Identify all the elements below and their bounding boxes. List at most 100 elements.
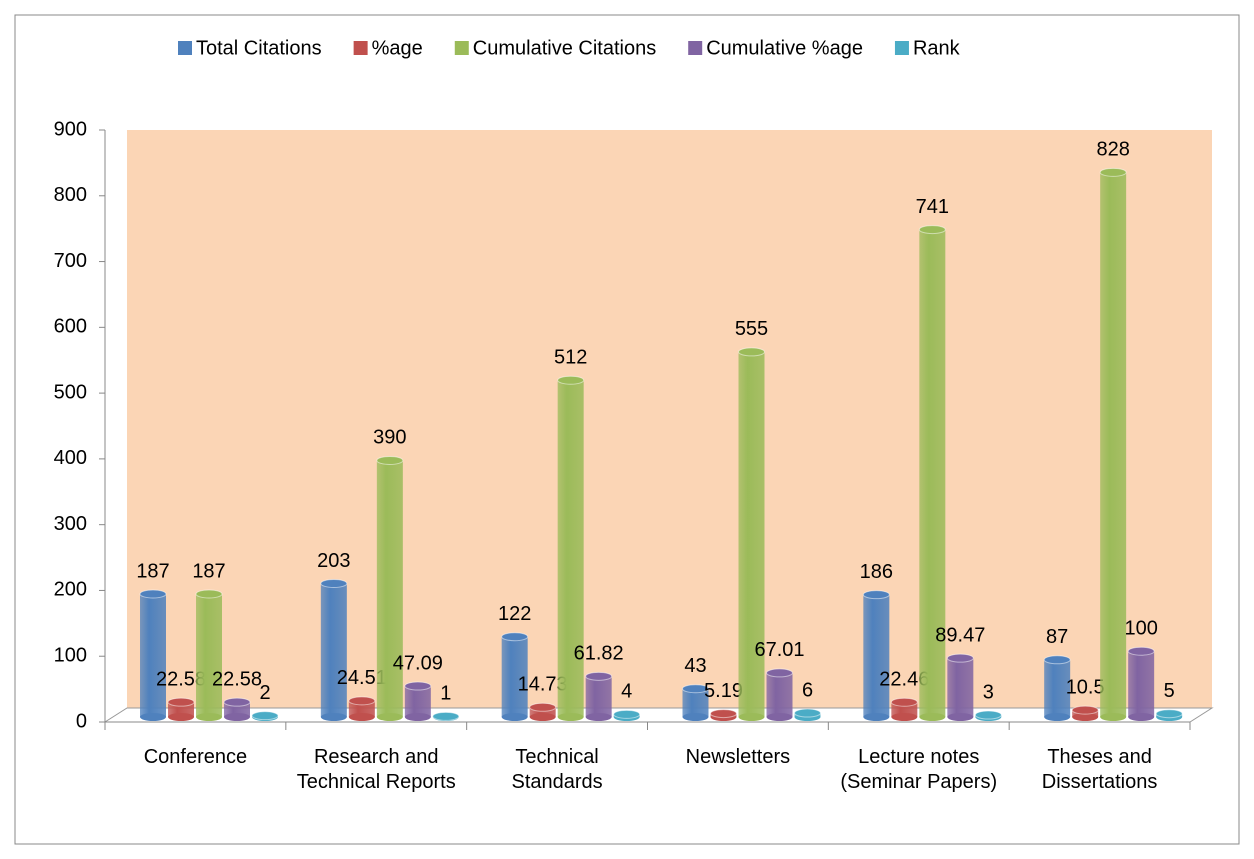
data-label: 555: [735, 318, 768, 340]
data-label: 512: [554, 346, 587, 368]
data-label: 122: [498, 603, 531, 625]
bar-body: [529, 707, 556, 717]
bar: [918, 225, 946, 721]
data-label: 6: [802, 679, 813, 701]
bar-top: [223, 697, 251, 707]
bar-body: [863, 594, 890, 717]
bar: [320, 578, 348, 721]
bar-top: [613, 709, 641, 719]
bar-top: [974, 710, 1002, 720]
bar-top: [432, 711, 460, 721]
bar-top: [946, 653, 974, 663]
bar-top: [738, 347, 765, 357]
data-label: 22.58: [212, 668, 262, 690]
bar-top: [139, 589, 167, 599]
bar-body: [738, 351, 765, 717]
bar: [766, 668, 793, 721]
bar-body: [766, 672, 793, 717]
data-label: 10.5: [1066, 676, 1105, 698]
legend-label: Cumulative Citations: [473, 37, 656, 59]
y-tick-label: 0: [76, 710, 87, 732]
bar: [557, 375, 585, 721]
legend-swatch: [353, 41, 368, 55]
data-label: 4: [621, 681, 632, 703]
bar: [1127, 646, 1155, 721]
bar-top: [1071, 705, 1099, 715]
bar-body: [404, 686, 431, 717]
bar-top: [794, 708, 821, 718]
bar-top: [918, 225, 946, 235]
bar-body: [585, 676, 612, 717]
y-tick-label: 500: [54, 381, 87, 403]
bar-top: [404, 681, 432, 691]
y-tick-label: 600: [54, 316, 87, 338]
bar: [862, 590, 890, 721]
bar: [890, 697, 918, 721]
bar: [376, 455, 404, 721]
data-label: 61.82: [574, 643, 624, 665]
bar: [251, 711, 279, 721]
x-tick-label: Theses and Dissertations: [1041, 746, 1158, 793]
bar: [529, 702, 557, 721]
bar-top: [557, 375, 585, 385]
bar-top: [320, 578, 348, 588]
legend-label: %age: [372, 37, 423, 59]
bar: [946, 653, 974, 721]
legend-label: Total Citations: [196, 37, 322, 59]
bar: [501, 632, 529, 721]
data-label: 87: [1046, 626, 1068, 648]
legend-swatch: [688, 41, 703, 55]
x-tick-label: Technical Standards: [511, 746, 603, 793]
bar-top: [682, 684, 709, 694]
bar-body: [140, 593, 166, 717]
bar-top: [195, 589, 223, 599]
bar-top: [1155, 709, 1183, 719]
data-label: 24.51: [337, 667, 387, 689]
bar-body: [501, 636, 528, 717]
bar-top: [1127, 646, 1155, 656]
bar-body: [1100, 172, 1127, 718]
bar-top: [501, 632, 529, 642]
bar: [738, 347, 765, 721]
bar: [139, 589, 167, 721]
bar: [223, 697, 251, 721]
data-label: 203: [317, 550, 350, 572]
data-label: 187: [192, 560, 225, 582]
bar-top: [376, 455, 404, 465]
data-label: 5.19: [704, 680, 743, 702]
data-label: 390: [373, 427, 406, 449]
data-label: 14.73: [518, 674, 568, 696]
legend-label: Cumulative %age: [706, 37, 863, 59]
bar-body: [320, 583, 347, 717]
legend-swatch: [454, 41, 469, 55]
bar-body: [348, 700, 375, 717]
data-label: 47.09: [393, 652, 443, 674]
data-label: 3: [983, 681, 994, 703]
data-label: 67.01: [754, 639, 804, 661]
y-tick-label: 800: [54, 184, 87, 206]
data-label: 1: [440, 683, 451, 705]
y-tick-label: 200: [54, 579, 87, 601]
bar-top: [1099, 167, 1127, 177]
bar-body: [1044, 659, 1071, 717]
bar-top: [1043, 655, 1071, 665]
bar: [1043, 655, 1071, 721]
y-tick-label: 700: [54, 250, 87, 272]
data-label: 22.58: [156, 668, 206, 690]
bar: [348, 696, 376, 721]
bar-body: [919, 229, 946, 717]
bar: [167, 697, 195, 721]
bar: [710, 709, 737, 721]
bar: [1099, 167, 1127, 721]
bar: [404, 681, 432, 721]
bar-top: [529, 702, 557, 712]
x-tick-label: Conference: [143, 746, 248, 768]
bar-top: [766, 668, 793, 678]
data-label: 2: [259, 682, 270, 704]
data-label: 100: [1124, 618, 1157, 640]
data-label: 89.47: [935, 624, 985, 646]
y-tick-label: 400: [54, 447, 87, 469]
bar: [1155, 709, 1183, 721]
